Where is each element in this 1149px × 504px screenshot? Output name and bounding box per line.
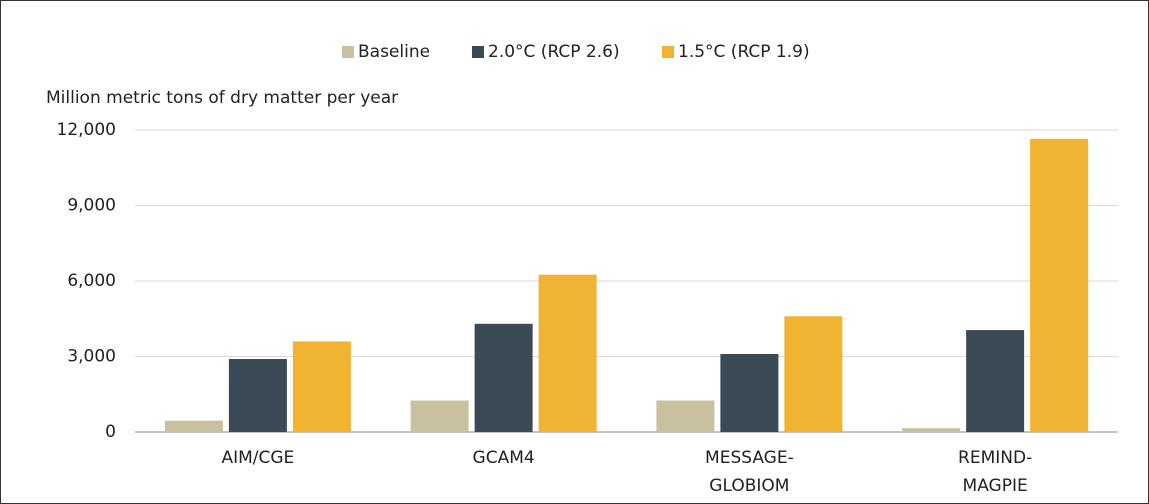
x-tick-label: REMIND-MAGPIE (958, 448, 1032, 496)
bar (164, 420, 223, 432)
legend-swatch (342, 46, 354, 58)
x-tick-label: MESSAGE-GLOBIOM (705, 448, 794, 496)
y-tick-label: 6,000 (67, 271, 116, 291)
bar (292, 341, 351, 432)
y-tick-label: 12,000 (57, 120, 116, 140)
bar (784, 316, 843, 432)
legend-label: 1.5°C (RCP 1.9) (678, 42, 810, 62)
bar (656, 400, 715, 432)
bar (474, 323, 533, 432)
legend-label: 2.0°C (RCP 2.6) (488, 42, 620, 62)
legend-swatch (662, 46, 674, 58)
bar (1030, 138, 1089, 432)
bar (720, 353, 779, 432)
legend-swatch (472, 46, 484, 58)
y-axis-label: Million metric tons of dry matter per ye… (46, 88, 398, 108)
bar (902, 428, 961, 432)
bar (538, 274, 597, 432)
x-tick-label: AIM/CGE (221, 448, 294, 468)
y-tick-label: 3,000 (67, 347, 116, 367)
y-tick-label: 9,000 (67, 196, 116, 216)
legend-label: Baseline (358, 42, 430, 62)
bar (410, 400, 469, 432)
bar (966, 330, 1025, 432)
bar (228, 359, 287, 432)
x-tick-label: GCAM4 (473, 448, 535, 468)
y-tick-label: 0 (105, 422, 116, 442)
